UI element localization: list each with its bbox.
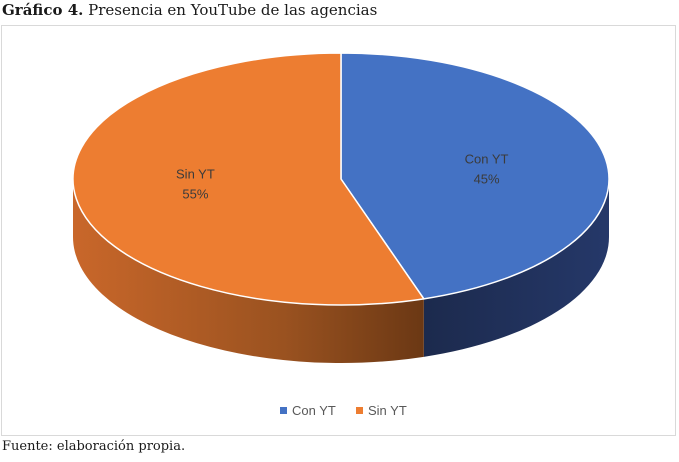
figure-title: Presencia en YouTube de las agencias: [88, 1, 378, 19]
slice-value-con-yt: 45%: [474, 172, 500, 187]
figure-caption: Gráfico 4. Presencia en YouTube de las a…: [2, 0, 677, 22]
chart-area: Con YT 45% Sin YT 55% Con YT Sin YT: [1, 25, 676, 436]
legend-label-con-yt: Con YT: [292, 403, 336, 418]
pie-slice-sin-yt: [72, 52, 425, 306]
legend-swatch-sin-yt: [356, 407, 363, 414]
pie-slice-con-yt: [340, 52, 610, 300]
pie-side-con-yt: [423, 179, 609, 357]
slice-label-sin-yt: Sin YT: [176, 166, 215, 181]
legend-label-sin-yt: Sin YT: [368, 403, 407, 418]
slice-label-con-yt: Con YT: [465, 152, 509, 167]
source-note: Fuente: elaboración propia.: [2, 439, 186, 454]
pie-side-sin-yt: [73, 179, 424, 363]
legend: Con YT Sin YT: [280, 403, 407, 418]
pie-chart: Con YT 45% Sin YT 55% Con YT Sin YT: [72, 52, 610, 418]
figure-number: Gráfico 4.: [2, 1, 84, 19]
legend-swatch-con-yt: [280, 407, 287, 414]
pie-layer: Con YT 45% Sin YT 55%: [72, 52, 610, 363]
slice-value-sin-yt: 55%: [182, 186, 208, 201]
